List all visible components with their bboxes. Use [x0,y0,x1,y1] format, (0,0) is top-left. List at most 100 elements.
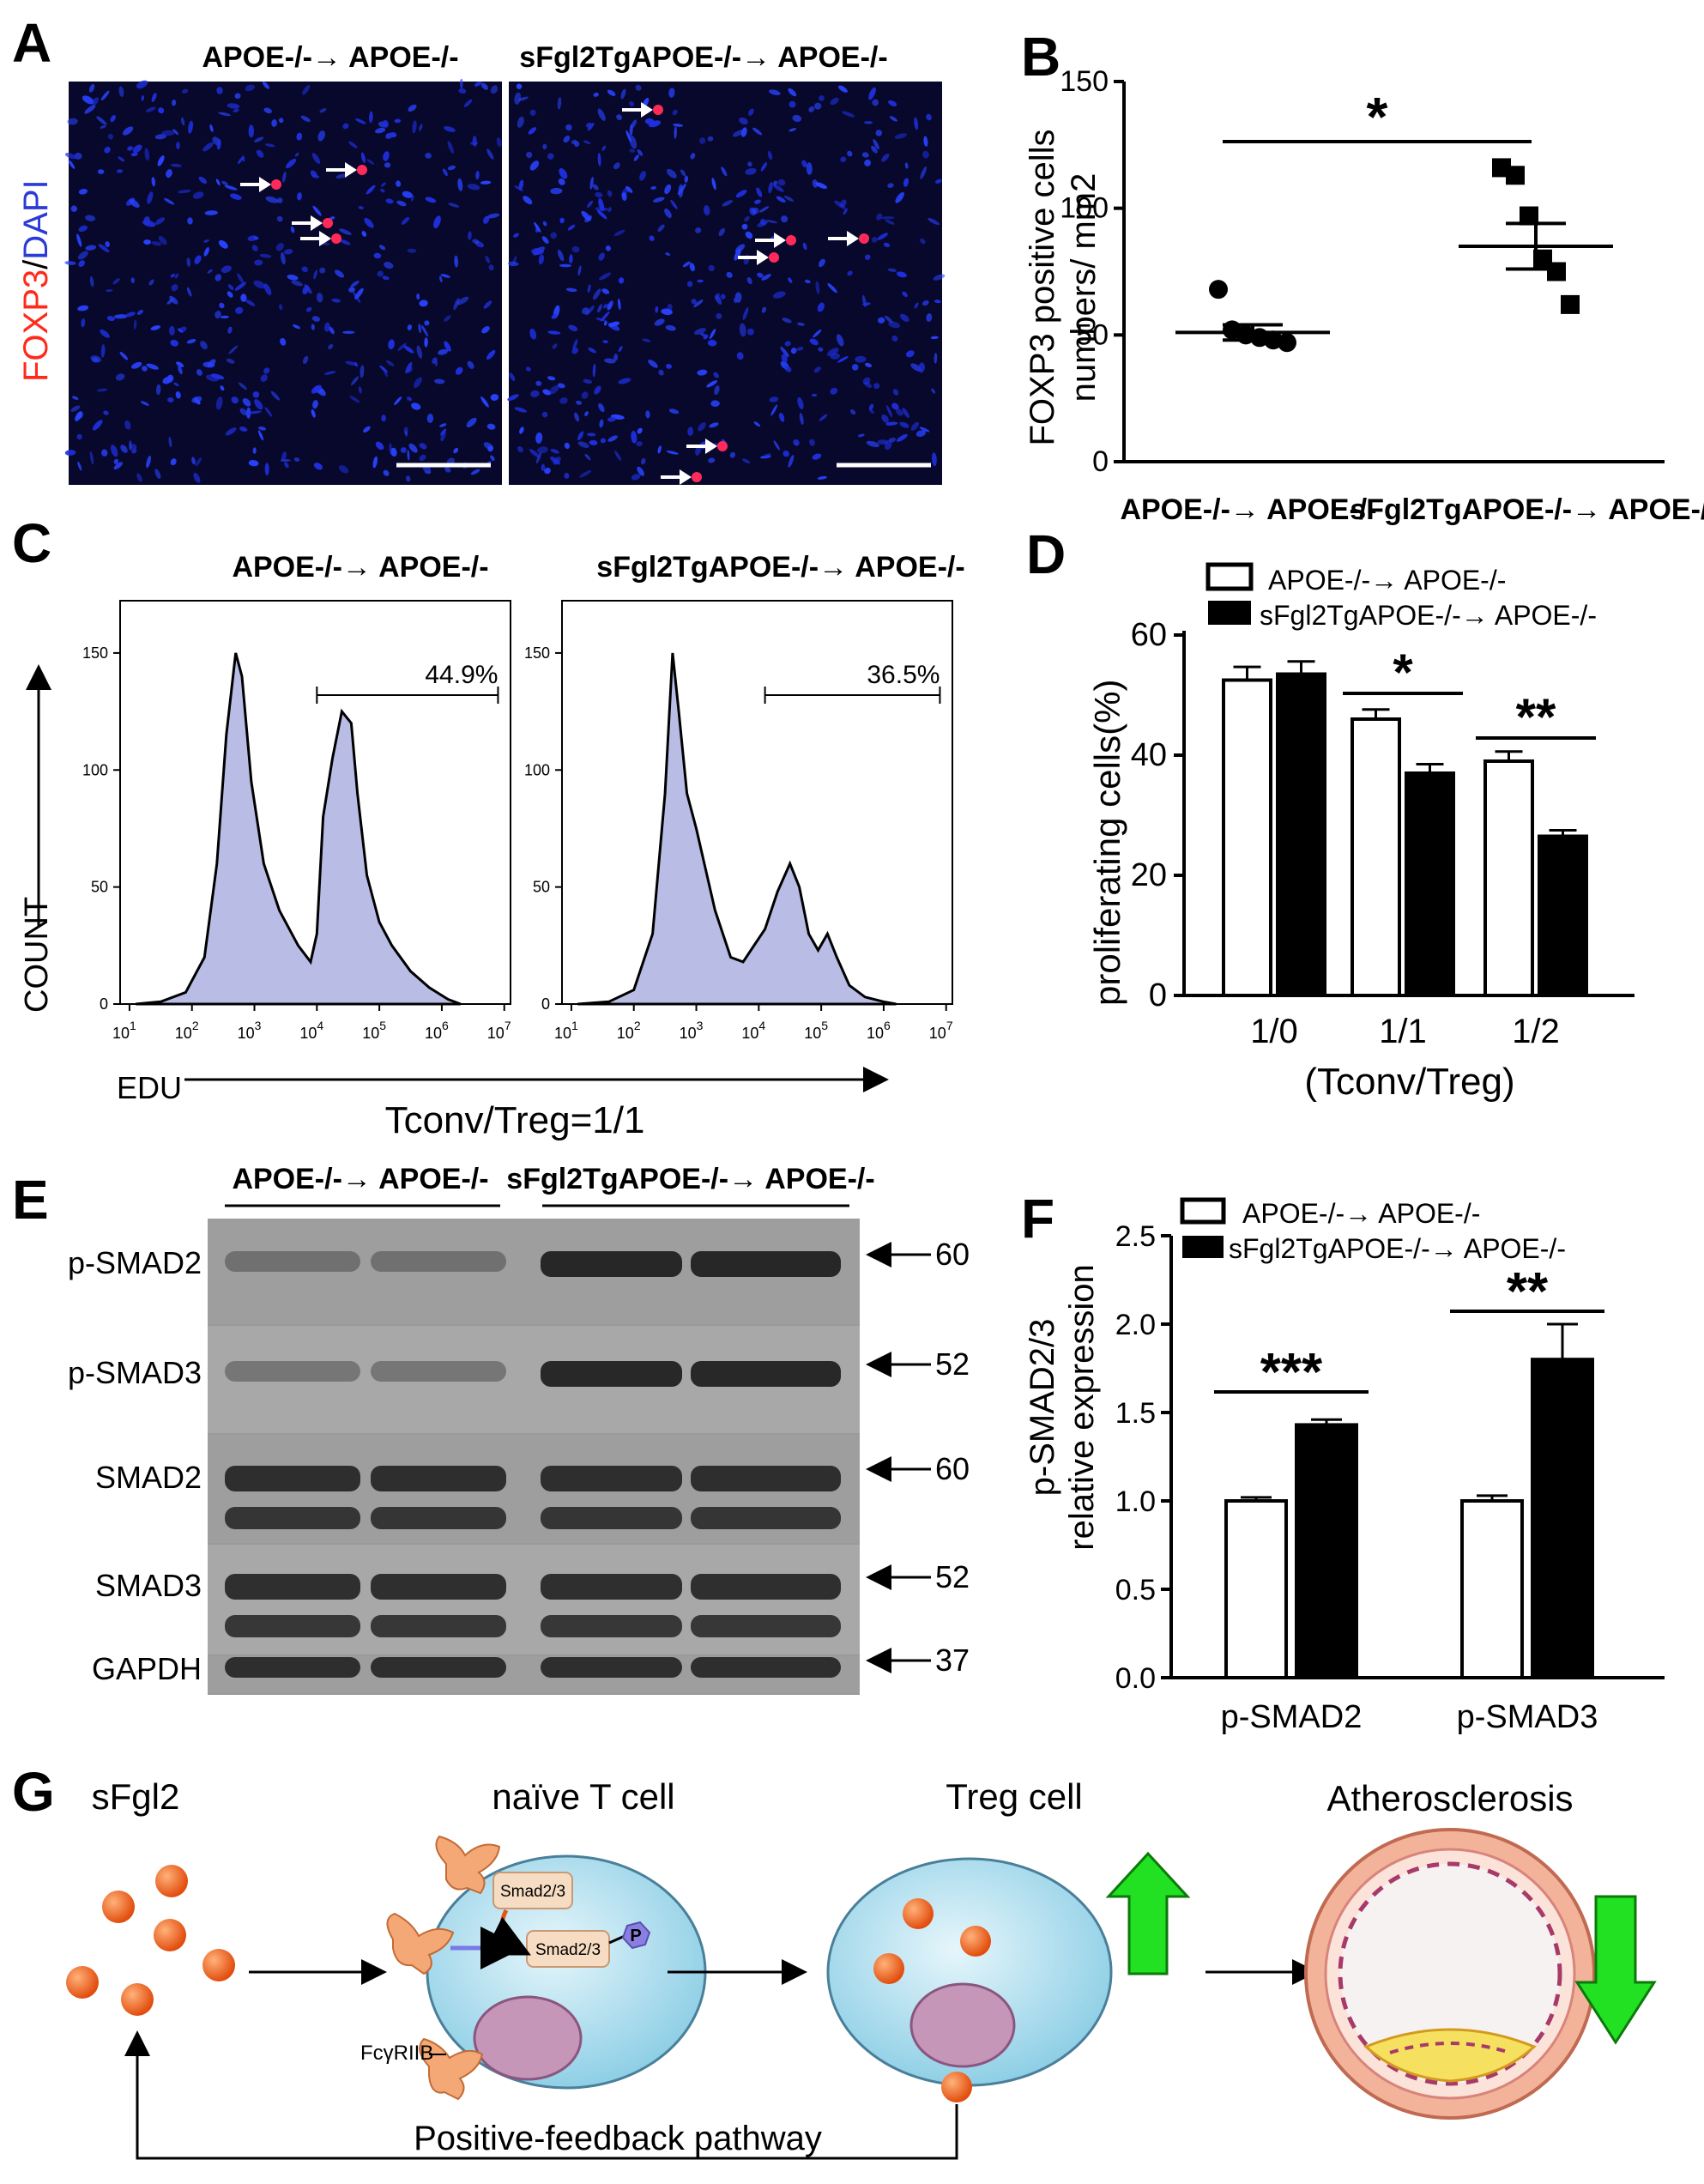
nucleus [747,161,752,167]
nucleus [146,106,156,112]
nucleus [734,244,746,253]
blot-band [541,1657,682,1678]
blot-mw-label: 37 [935,1643,970,1678]
blot-band [691,1251,841,1277]
nucleus [383,151,390,161]
panel-c-title-right: sFgl2TgAPOE-/-→ APOE-/- [596,551,964,584]
nucleus [851,364,859,371]
nucleus [248,124,254,138]
nucleus [377,270,384,277]
nucleus [390,447,397,457]
nucleus [248,460,259,467]
nucleus [442,168,448,177]
nucleus [514,407,528,413]
nucleus [535,432,543,444]
nucleus [864,159,872,166]
nucleus [665,324,676,331]
nucleus [198,176,208,185]
nucleus [100,329,110,338]
panel-b-ytick-label: 150 [1060,65,1109,98]
smad-top-label: Smad2/3 [500,1883,565,1901]
nucleus [444,467,451,473]
nucleus [82,95,94,105]
nucleus [613,354,619,361]
nucleus [583,140,591,145]
nucleus [864,121,873,124]
nucleus [216,138,221,150]
nucleus [607,89,616,96]
nucleus [78,189,88,195]
nucleus [934,299,941,304]
nucleus [171,284,178,292]
nucleus [130,277,136,283]
nucleus [385,198,394,204]
nucleus [707,136,714,142]
nucleus [382,119,389,128]
nucleus [252,447,257,454]
nucleus [827,282,837,293]
nucleus [607,207,612,213]
nucleus [603,320,607,326]
nucleus [729,451,736,458]
nucleus [220,385,225,391]
nucleus [589,439,598,445]
nucleus [708,264,715,272]
panel-c-xtick-label: 106 [867,1019,891,1042]
nucleus [837,85,848,93]
panel-c-xtick-label: 103 [680,1019,704,1042]
nucleus [902,408,909,419]
nucleus [706,380,718,388]
nucleus [262,81,269,89]
stain-label-foxp3: FOXP3 [17,269,55,382]
nucleus [455,366,463,375]
foxp3-positive-cell [692,472,702,482]
nucleus [564,472,570,479]
nucleus [559,263,572,268]
nucleus [594,385,601,395]
nucleus [364,217,374,228]
nucleus [914,302,919,309]
nucleus [129,440,132,451]
nucleus [654,318,665,326]
panel-c-xtick-label: 102 [175,1019,199,1042]
nucleus [814,102,822,110]
nucleus [535,451,542,464]
nucleus [101,449,108,457]
panel-f-bar [1531,1358,1594,1679]
nucleus [808,106,815,112]
nucleus [363,426,371,433]
blot-band [691,1466,841,1491]
nucleus [571,245,580,253]
feedback-label: Positive-feedback pathway [414,2120,822,2157]
arrow-head [259,177,271,192]
nucleus [519,427,524,434]
nucleus [425,152,432,159]
nucleus [157,155,165,166]
nucleus [381,182,386,187]
nucleus [613,229,625,237]
nucleus [517,96,529,101]
panel-f-bar [1295,1423,1358,1680]
nucleus [372,456,378,469]
nucleus [254,259,263,266]
nucleus [168,437,172,448]
nucleus [342,330,355,334]
nucleus [221,265,232,273]
legend-open-swatch-f [1180,1197,1226,1225]
nucleus [514,92,522,106]
nucleus [777,178,786,186]
nucleus [78,225,88,233]
nucleus [438,348,449,355]
nucleus [618,378,631,384]
nucleus [754,199,761,204]
nucleus [826,348,839,357]
nucleus [781,215,789,223]
nucleus [170,163,182,167]
receptor-label: FcγRIIB [360,2042,433,2065]
nucleus [773,180,778,186]
nucleus [263,107,272,114]
nucleus [467,360,474,369]
nucleus [271,119,277,127]
nucleus [550,449,559,454]
nucleus [813,366,821,373]
